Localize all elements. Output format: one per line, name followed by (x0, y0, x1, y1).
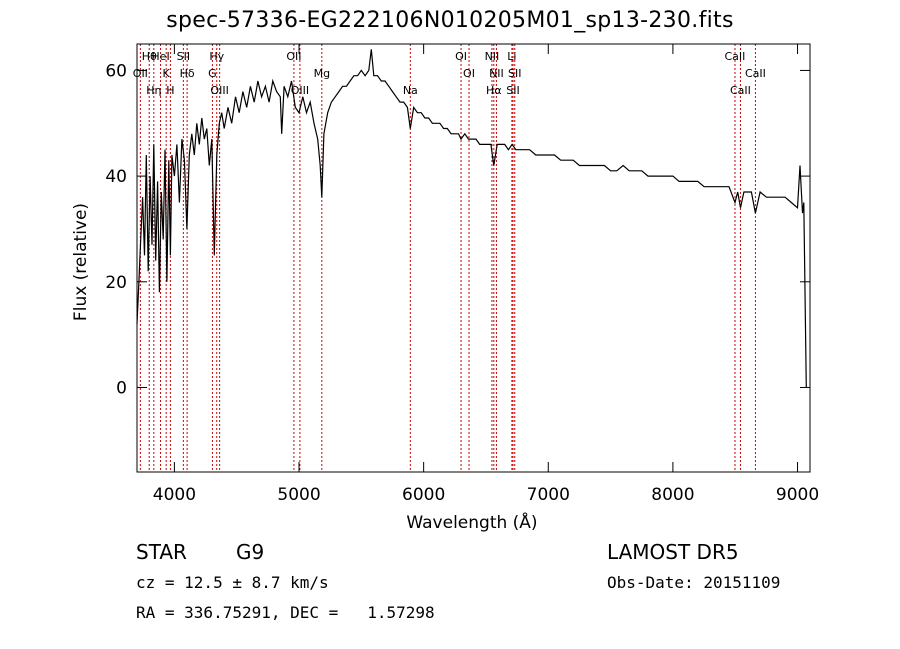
line-markers (139, 44, 756, 472)
line-marker-labels: Hθ OII Hη HeI KH SII Hδ OIII Hγ G OIII OII Mg Na OI OI H… (133, 50, 766, 97)
y-tick-label-3: 60 (105, 61, 127, 81)
line-marker-label-5: H (166, 84, 174, 97)
line-marker-label-23: CaII (730, 84, 751, 97)
y-tick-label-0: 0 (116, 378, 127, 398)
y-axis-label: Flux (relative) (71, 203, 91, 321)
observation-date: Obs-Date: 20151109 (607, 573, 781, 592)
line-marker-label-7: Hδ (180, 67, 195, 80)
plot-frame (136, 43, 811, 473)
line-marker-label-14: Na (403, 84, 418, 97)
x-tick-label-3: 7000 (527, 485, 570, 505)
x-axis-label: Wavelength (Å) (406, 511, 537, 533)
x-tick-label-2: 6000 (402, 485, 445, 505)
line-marker-label-17: Hα (486, 84, 502, 97)
x-tick-label-1: 5000 (277, 485, 320, 505)
line-marker-label-8: OIII (210, 84, 228, 97)
x-tick-label-5: 9000 (776, 485, 819, 505)
survey-name: LAMOST DR5 (607, 540, 739, 564)
spectrum-series-line (136, 49, 807, 388)
line-marker-label-2: Hη (146, 84, 161, 97)
line-marker-label-1: OII (133, 67, 148, 80)
line-marker-label-21: Li (507, 50, 516, 63)
line-marker-label-13: Mg (314, 67, 330, 80)
spectral-class: STAR (136, 540, 187, 564)
coordinates: RA = 336.75291, DEC = 1.57298 (136, 603, 435, 622)
line-marker-label-3: HeI (151, 50, 169, 63)
chart-title: spec-57336-EG222106N010205M01_sp13-230.f… (166, 8, 734, 33)
spectral-subclass: G9 (236, 540, 265, 564)
x-axis-ticks: 4000 5000 6000 7000 8000 9000 (153, 44, 819, 505)
line-marker-label-4: K (163, 67, 171, 80)
line-marker-label-25: CaII (745, 67, 766, 80)
redshift-cz: cz = 12.5 ± 8.7 km/s (136, 573, 329, 592)
line-marker-label-20: SII (506, 84, 519, 97)
y-axis-ticks: 0 20 40 60 (105, 61, 810, 398)
line-marker-label-10: G (208, 67, 217, 80)
line-marker-label-0: Hθ (142, 50, 157, 63)
line-marker-label-9: Hγ (209, 50, 224, 63)
line-marker-label-16: OI (463, 67, 475, 80)
y-tick-label-1: 20 (105, 273, 127, 293)
x-tick-label-4: 8000 (651, 485, 694, 505)
line-marker-label-11: OIII (291, 84, 309, 97)
line-marker-label-15: OI (455, 50, 467, 63)
line-marker-label-6: SII (177, 50, 190, 63)
line-marker-label-24: CaII (725, 50, 746, 63)
y-tick-label-2: 40 (105, 167, 127, 187)
x-tick-label-0: 4000 (153, 485, 196, 505)
line-marker-label-18: NII (485, 50, 500, 63)
line-marker-label-22: SII (508, 67, 521, 80)
line-marker-label-19: NII (489, 67, 504, 80)
line-marker-label-12: OII (286, 50, 301, 63)
